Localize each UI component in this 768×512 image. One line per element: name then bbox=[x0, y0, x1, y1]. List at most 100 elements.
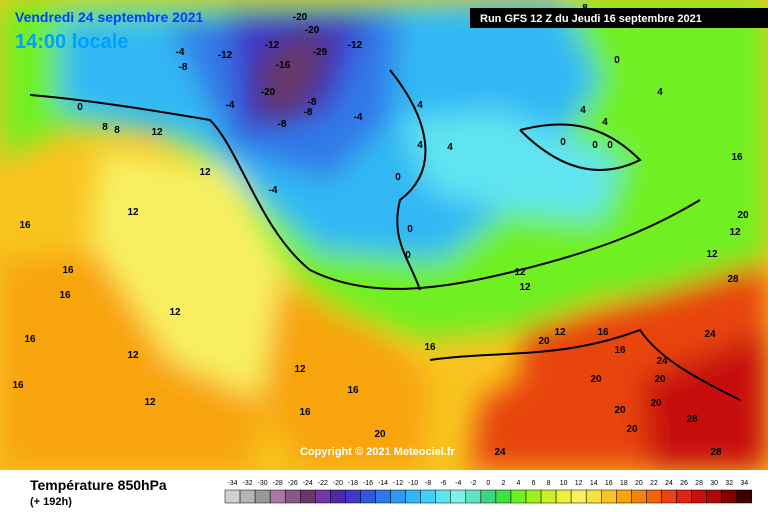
contour-label: 12 bbox=[127, 350, 139, 361]
legend-label: 0 bbox=[486, 480, 490, 487]
contour-label: 4 bbox=[580, 105, 586, 116]
contour-label: 0 bbox=[395, 172, 401, 183]
contour-label: -8 bbox=[278, 119, 287, 130]
legend-swatch bbox=[450, 489, 467, 504]
contour-label: 16 bbox=[614, 345, 626, 356]
legend-label: -2 bbox=[470, 480, 476, 487]
contour-label: 12 bbox=[514, 267, 526, 278]
legend-label: 12 bbox=[575, 480, 583, 487]
legend-swatch bbox=[661, 489, 677, 504]
contour-lines bbox=[29, 69, 741, 401]
contour-label: 16 bbox=[24, 334, 36, 345]
contour-label: 20 bbox=[626, 424, 638, 435]
contour-label: 4 bbox=[657, 87, 663, 98]
legend-label: -6 bbox=[440, 480, 446, 487]
legend-swatch bbox=[540, 489, 557, 504]
legend-swatch bbox=[405, 489, 421, 504]
contour-label: 8 bbox=[102, 122, 108, 133]
legend-label: 8 bbox=[547, 480, 551, 487]
legend-swatch bbox=[495, 489, 512, 504]
legend-swatch bbox=[360, 489, 376, 504]
legend-swatch bbox=[315, 489, 331, 504]
legend-swatch bbox=[345, 489, 361, 504]
legend-label: -20 bbox=[333, 480, 343, 487]
contour-label: 0 bbox=[614, 55, 620, 66]
contour-label: -8 bbox=[304, 107, 313, 118]
contour-label: -4 bbox=[226, 100, 235, 111]
legend-swatch bbox=[300, 489, 316, 504]
legend-label: 22 bbox=[650, 480, 658, 487]
legend-label: 10 bbox=[560, 480, 568, 487]
legend-label: 16 bbox=[605, 480, 613, 487]
contour-label: -8 bbox=[308, 97, 317, 108]
contour-label: -8 bbox=[179, 62, 188, 73]
contour-label: -12 bbox=[265, 40, 280, 51]
legend-swatch bbox=[736, 489, 753, 504]
contour-label: 16 bbox=[19, 220, 31, 231]
legend-label: -8 bbox=[425, 480, 431, 487]
legend-label: -26 bbox=[288, 480, 298, 487]
contour-label: 20 bbox=[614, 405, 626, 416]
legend-swatch bbox=[284, 489, 301, 504]
footer-title: Température 850hPa bbox=[30, 477, 167, 493]
legend-label: 30 bbox=[710, 480, 718, 487]
contour-label: 28 bbox=[686, 414, 698, 425]
time-title: 14:00 locale bbox=[15, 31, 128, 53]
legend-label: -30 bbox=[258, 480, 268, 487]
legend-label: -34 bbox=[227, 480, 237, 487]
copyright: Copyright © 2021 Meteociel.fr bbox=[300, 446, 456, 458]
contour-label: 16 bbox=[299, 407, 311, 418]
legend-swatch bbox=[435, 489, 452, 504]
legend-swatch bbox=[510, 489, 527, 504]
contour-label: 24 bbox=[656, 356, 668, 367]
contour-label: -12 bbox=[348, 40, 363, 51]
contour-label: 0 bbox=[607, 140, 613, 151]
contour-label: 12 bbox=[706, 249, 718, 260]
footer-lead: (+ 192h) bbox=[30, 496, 72, 508]
contour-label: 0 bbox=[77, 102, 83, 113]
contour-label: 20 bbox=[590, 374, 602, 385]
legend-label: -18 bbox=[348, 480, 358, 487]
legend-label: -12 bbox=[393, 480, 403, 487]
legend-label: 24 bbox=[665, 480, 673, 487]
contour-label: -4 bbox=[176, 47, 185, 58]
contour-label: 0 bbox=[407, 224, 413, 235]
contour-label: 4 bbox=[447, 142, 453, 153]
contour-label: 20 bbox=[538, 336, 550, 347]
legend-swatch bbox=[480, 489, 497, 504]
contour-label: 16 bbox=[59, 290, 71, 301]
legend-label: 2 bbox=[501, 480, 505, 487]
legend-label: -28 bbox=[273, 480, 283, 487]
contour-label: 4 bbox=[417, 100, 423, 111]
legend-label: 6 bbox=[532, 480, 536, 487]
legend-swatch bbox=[555, 489, 572, 504]
contour-label: 12 bbox=[144, 397, 156, 408]
legend-swatch bbox=[616, 489, 632, 504]
contour-label: 12 bbox=[199, 167, 211, 178]
legend-label: 32 bbox=[725, 480, 733, 487]
legend-label: 18 bbox=[620, 480, 628, 487]
contour-label: 16 bbox=[347, 385, 359, 396]
contour-label: 20 bbox=[374, 429, 386, 440]
contour-label: 16 bbox=[597, 327, 609, 338]
legend-swatch bbox=[691, 489, 707, 504]
contour-label: 12 bbox=[294, 364, 306, 375]
legend-label: -4 bbox=[455, 480, 461, 487]
contour-label: 24 bbox=[704, 329, 716, 340]
contour-label: 0 bbox=[560, 137, 566, 148]
contour-label: 12 bbox=[519, 282, 531, 293]
legend-swatch bbox=[601, 489, 617, 504]
run-box bbox=[470, 8, 768, 28]
contour-label: -20 bbox=[293, 12, 308, 23]
contour-label: 28 bbox=[710, 447, 722, 458]
contour-label: 24 bbox=[494, 447, 506, 458]
contour-label: -20 bbox=[261, 87, 276, 98]
legend-label: 4 bbox=[517, 480, 521, 487]
contour-label: 12 bbox=[554, 327, 566, 338]
legend-swatch bbox=[631, 489, 647, 504]
legend-swatch bbox=[224, 489, 241, 504]
date-title: Vendredi 24 septembre 2021 bbox=[15, 9, 204, 25]
contour-label: -4 bbox=[354, 112, 363, 123]
legend-label: -32 bbox=[243, 480, 253, 487]
